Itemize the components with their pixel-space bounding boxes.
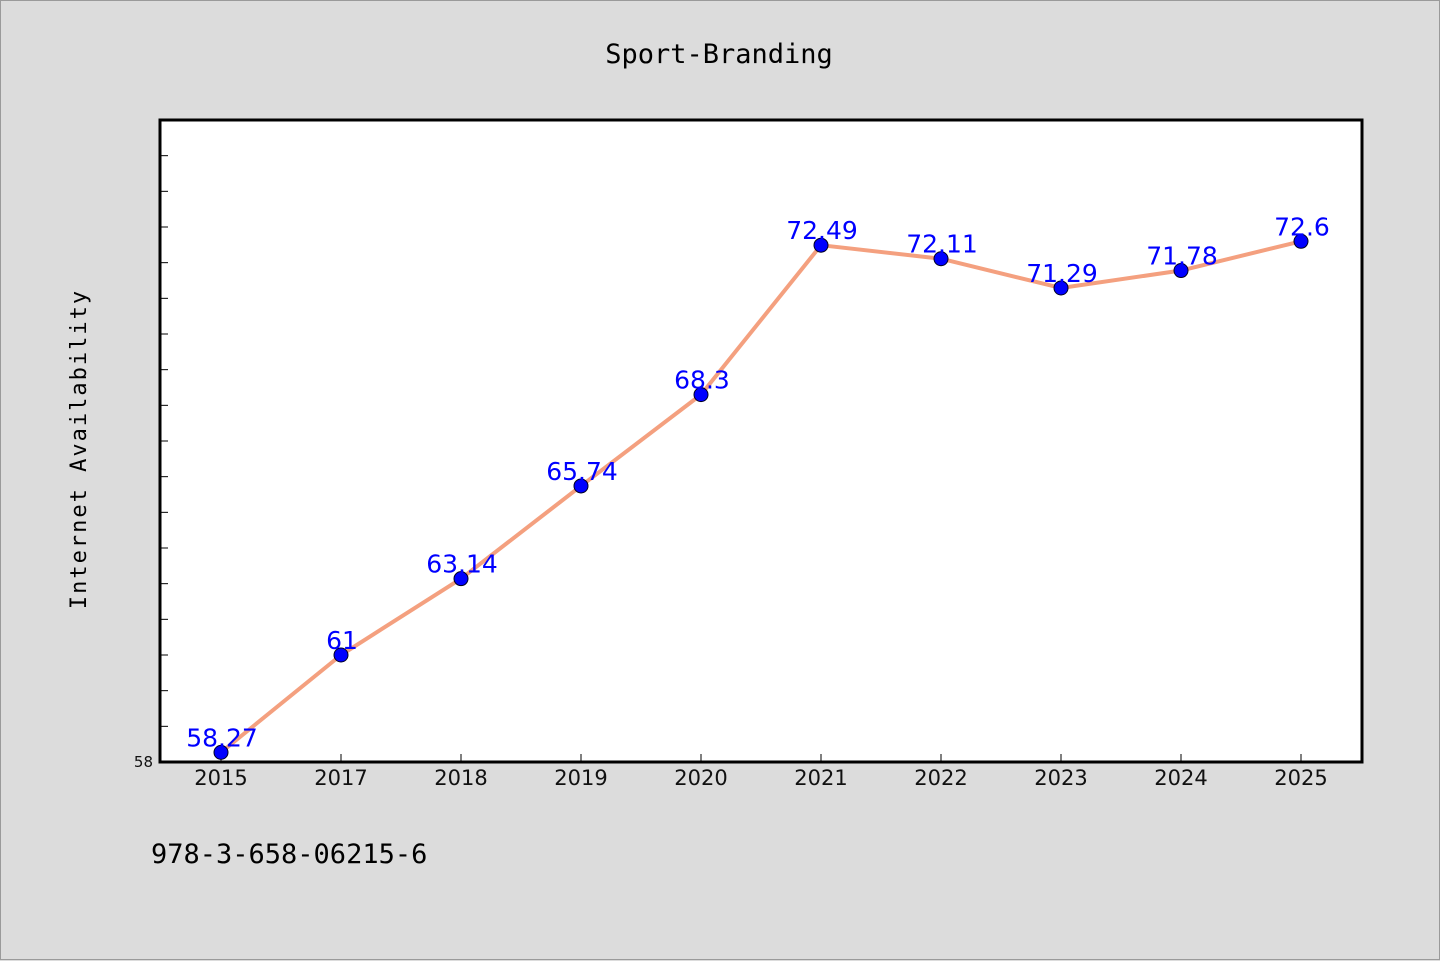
markers-group bbox=[213, 233, 1309, 760]
x-tick-label: 2017 bbox=[314, 766, 367, 790]
y-tick-label: 58 bbox=[134, 753, 153, 771]
data-point bbox=[813, 237, 829, 253]
data-label: 72.6 bbox=[1274, 212, 1330, 241]
x-tick-label: 2023 bbox=[1034, 766, 1087, 790]
data-label: 58.27 bbox=[186, 723, 258, 752]
data-label: 72.49 bbox=[786, 216, 858, 245]
footer-isbn: 978-3-658-06215-6 bbox=[151, 839, 427, 870]
x-tick-label: 2015 bbox=[194, 766, 247, 790]
data-label: 71.29 bbox=[1026, 259, 1098, 288]
x-tick-label: 2018 bbox=[434, 766, 487, 790]
data-point bbox=[1053, 280, 1069, 296]
x-tick-label: 2021 bbox=[794, 766, 847, 790]
y-axis-label: Internet Availability bbox=[67, 289, 92, 609]
data-label: 72.11 bbox=[906, 230, 978, 259]
data-point bbox=[453, 571, 469, 587]
data-point bbox=[573, 478, 589, 494]
x-tick-label: 2024 bbox=[1154, 766, 1207, 790]
data-label: 65.74 bbox=[546, 457, 618, 486]
data-point bbox=[933, 251, 949, 267]
data-labels-group: 58.27 61 63.14 65.74 68.3 72.49 72.11 71.29 71.7… bbox=[186, 212, 1330, 752]
data-point bbox=[333, 647, 349, 663]
data-point bbox=[693, 387, 709, 403]
plot-area bbox=[158, 118, 1364, 764]
data-point bbox=[1173, 263, 1189, 279]
data-point bbox=[213, 744, 229, 760]
data-label: 61 bbox=[326, 626, 358, 655]
series-line-group bbox=[219, 239, 1302, 754]
y-ticks: 58 bbox=[134, 155, 168, 771]
data-label: 63.14 bbox=[426, 550, 498, 579]
x-tick-label: 2020 bbox=[674, 766, 727, 790]
data-label: 71.78 bbox=[1146, 242, 1218, 271]
x-tick-label: 2022 bbox=[914, 766, 967, 790]
x-ticks: 2015 2017 2018 2019 2020 2021 2022 2023 2024 2025 bbox=[194, 754, 1328, 790]
x-tick-label: 2025 bbox=[1274, 766, 1327, 790]
x-tick-label: 2019 bbox=[554, 766, 607, 790]
chart-title: Sport-Branding bbox=[605, 39, 833, 70]
data-point bbox=[1293, 233, 1309, 249]
data-label: 68.3 bbox=[674, 366, 730, 395]
series-line bbox=[219, 239, 1302, 754]
